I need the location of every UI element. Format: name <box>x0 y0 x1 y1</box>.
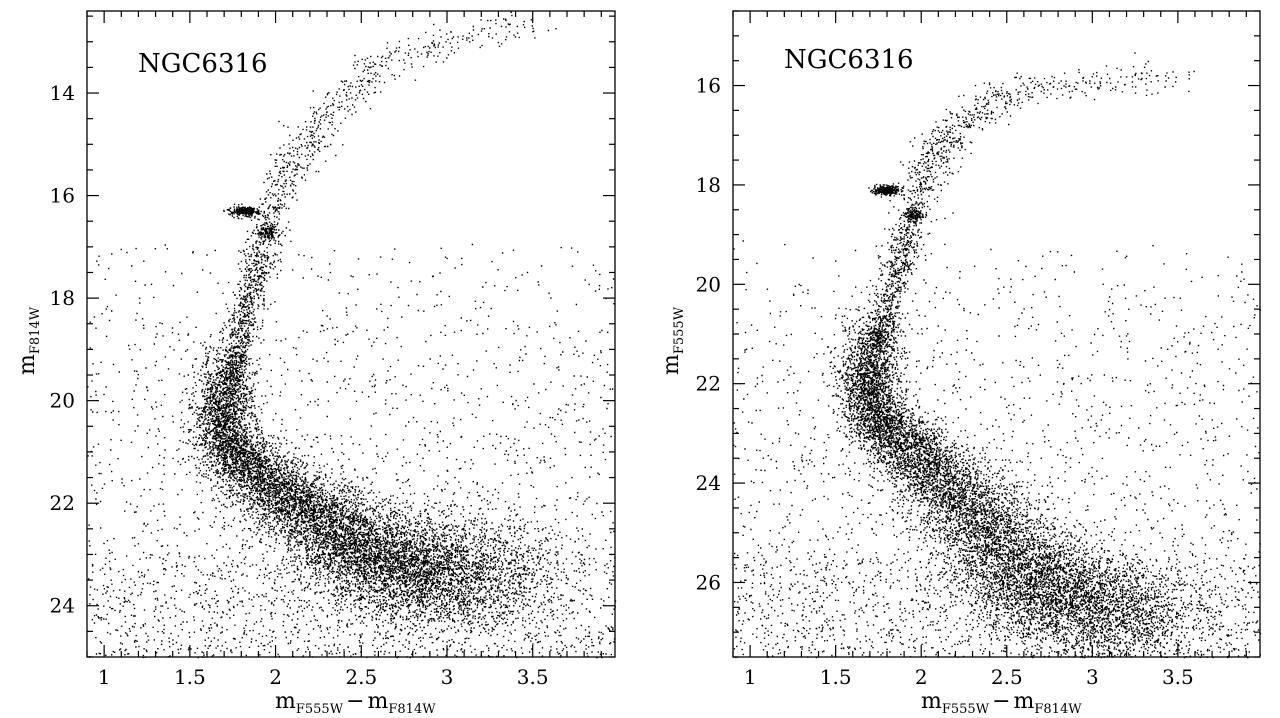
left-panel: 1 1.5 2 2.5 3 3.5 14 16 18 20 22 24 NGC6316 mF555W −… <box>15 10 617 717</box>
right-y-axis-label: mF555W <box>659 306 687 375</box>
left-x-axis-label: mF555W − mF814W <box>275 689 436 717</box>
star-points <box>87 11 617 659</box>
y-tick-label: 22 <box>696 372 721 396</box>
y-tick-label: 24 <box>50 594 75 618</box>
x-tick-label: 2 <box>269 665 282 689</box>
x-tick-label: 3.5 <box>517 665 549 689</box>
x-tick-label: 1 <box>98 665 111 689</box>
right-x-axis-label: mF555W − mF814W <box>921 689 1082 717</box>
left-ticks: 1 1.5 2 2.5 3 3.5 14 16 18 20 22 24 <box>50 11 615 689</box>
x-tick-label: 2 <box>915 665 928 689</box>
right-data-points <box>733 52 1262 659</box>
y-tick-label: 20 <box>696 272 721 296</box>
y-tick-label: 26 <box>696 570 721 594</box>
x-tick-label: 3.5 <box>1162 665 1194 689</box>
y-tick-label: 18 <box>696 173 721 197</box>
x-tick-label: 1.5 <box>174 665 206 689</box>
right-panel-title: NGC6316 <box>784 45 914 75</box>
y-tick-label: 16 <box>50 184 75 208</box>
x-tick-label: 3 <box>441 665 454 689</box>
y-tick-label: 18 <box>50 286 75 310</box>
left-panel-title: NGC6316 <box>138 49 268 79</box>
x-tick-label: 1 <box>744 665 757 689</box>
left-y-axis-label: mF814W <box>15 306 43 375</box>
y-tick-label: 14 <box>50 81 75 105</box>
x-tick-label: 2.5 <box>991 665 1023 689</box>
y-tick-label: 20 <box>50 389 75 413</box>
y-tick-label: 22 <box>50 491 75 515</box>
right-ticks: 1 1.5 2 2.5 3 3.5 16 18 20 22 24 26 <box>696 10 1260 689</box>
y-tick-label: 16 <box>696 74 721 98</box>
left-data-points <box>87 11 617 659</box>
x-tick-label: 3 <box>1086 665 1099 689</box>
x-tick-label: 2.5 <box>345 665 377 689</box>
x-tick-label: 1.5 <box>820 665 852 689</box>
left-plot-frame <box>86 10 616 658</box>
right-panel: 1 1.5 2 2.5 3 3.5 16 18 20 22 24 26 NGC6316 mF555W −… <box>659 10 1262 717</box>
y-tick-label: 24 <box>696 471 721 495</box>
star-points <box>733 52 1262 659</box>
